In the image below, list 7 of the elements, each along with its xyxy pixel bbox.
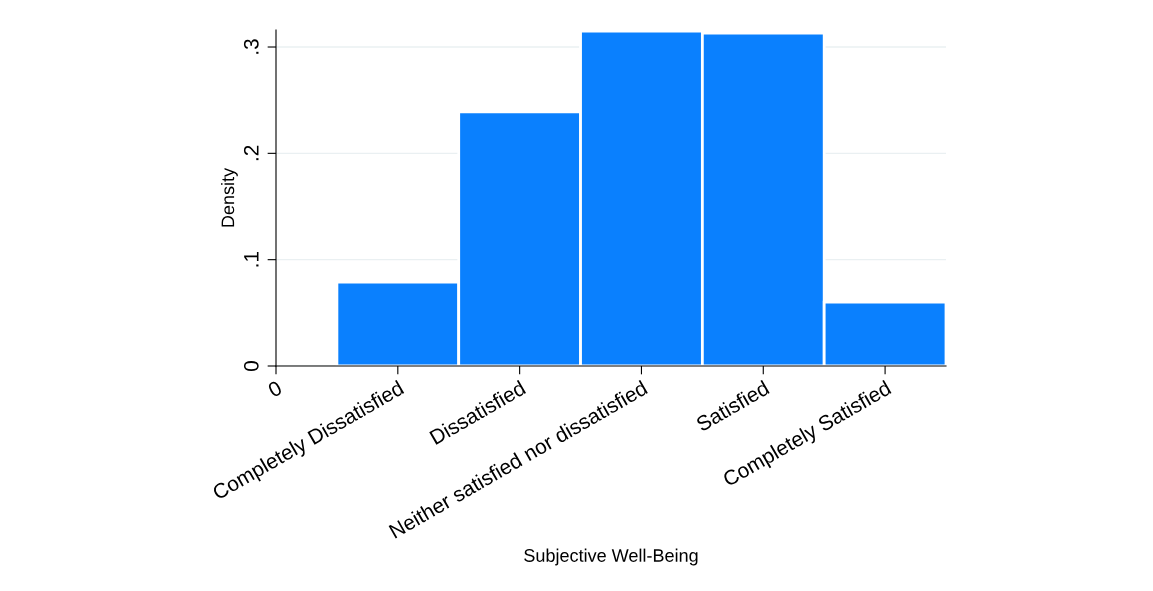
x-tick-label: 0: [266, 380, 283, 398]
y-tick-label: 0: [243, 361, 259, 371]
x-axis-title: Subjective Well-Being: [524, 548, 698, 566]
y-axis-title: Density: [221, 167, 238, 227]
y-tick-label: .2: [243, 145, 259, 161]
y-tick-label: .1: [244, 252, 259, 267]
y-tick-label: .3: [243, 39, 259, 54]
